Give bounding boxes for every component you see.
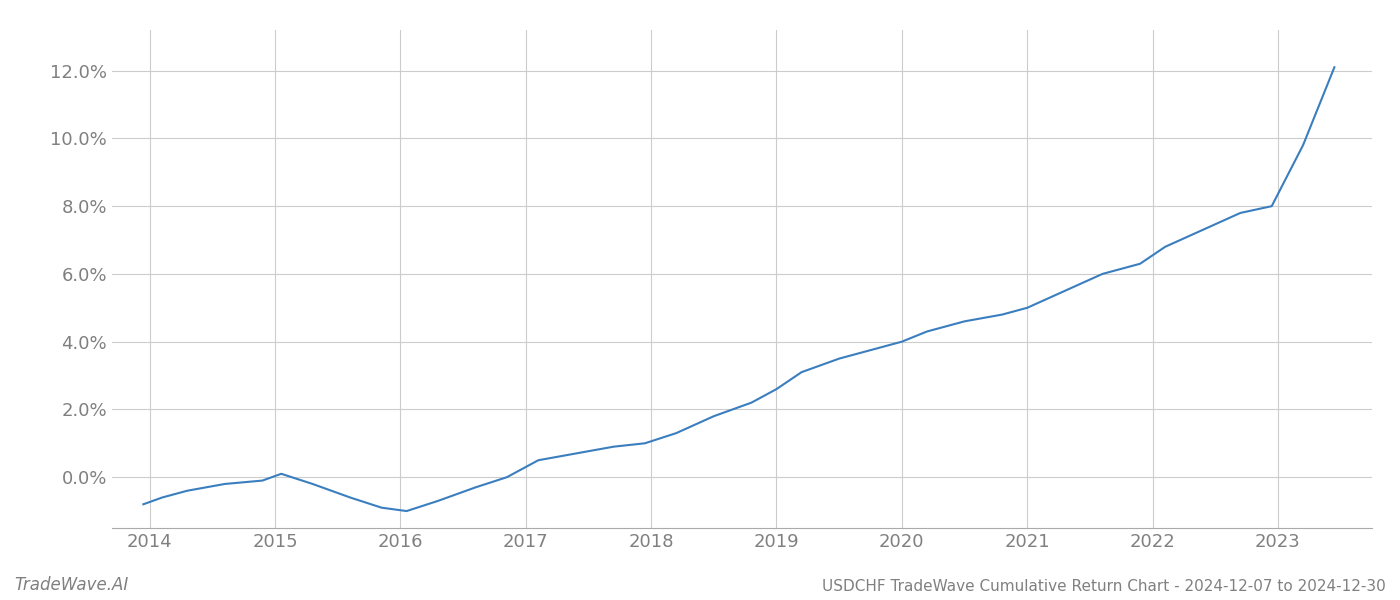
Text: TradeWave.AI: TradeWave.AI: [14, 576, 129, 594]
Text: USDCHF TradeWave Cumulative Return Chart - 2024-12-07 to 2024-12-30: USDCHF TradeWave Cumulative Return Chart…: [822, 579, 1386, 594]
